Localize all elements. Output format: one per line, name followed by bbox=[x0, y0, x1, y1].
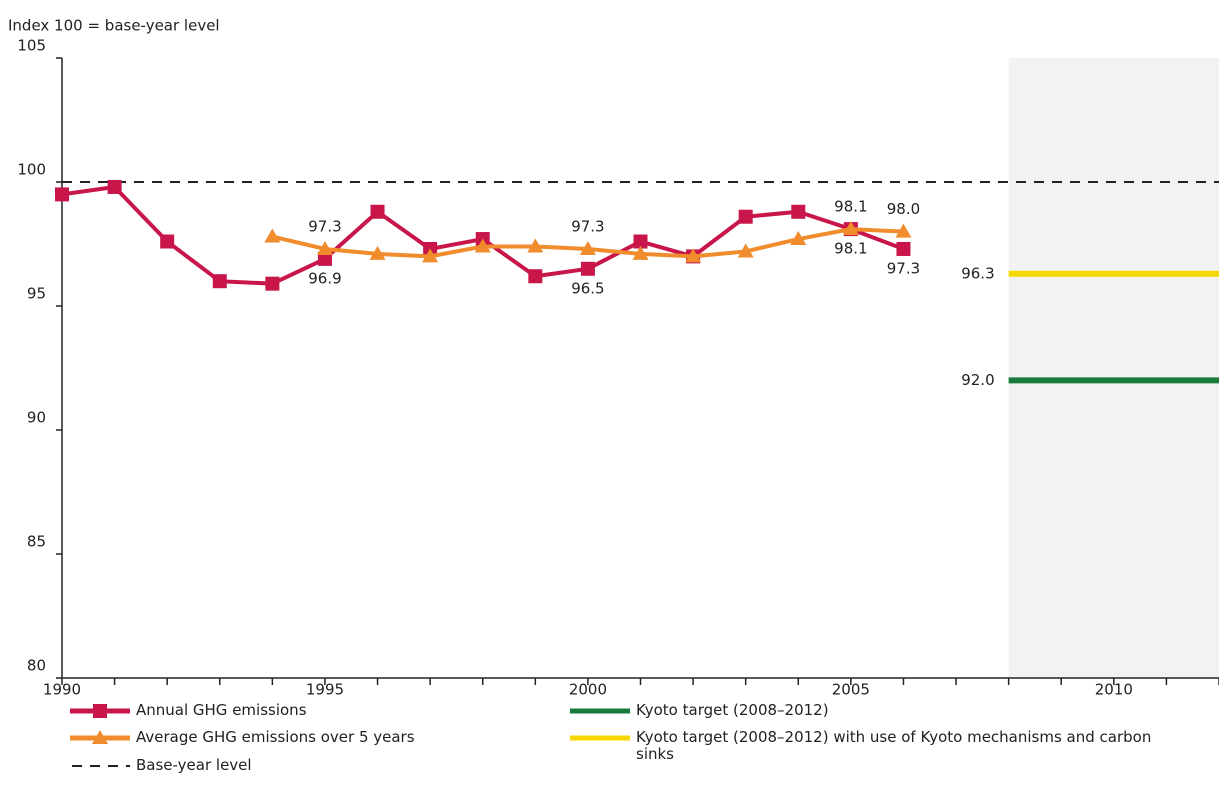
target-period-shade bbox=[1008, 58, 1219, 678]
y-tick-label: 105 bbox=[17, 37, 46, 55]
marker-square bbox=[107, 179, 122, 194]
marker-triangle bbox=[579, 240, 596, 255]
y-axis-label: Index 100 = base-year level bbox=[8, 17, 220, 35]
data-label: 96.9 bbox=[308, 269, 341, 287]
marker-square bbox=[55, 187, 69, 202]
x-tick-label: 1990 bbox=[43, 681, 81, 699]
marker-triangle bbox=[264, 228, 281, 243]
marker-triangle bbox=[369, 245, 386, 260]
x-tick-label: 2010 bbox=[1095, 681, 1133, 699]
marker-triangle bbox=[685, 248, 702, 263]
marker-square bbox=[212, 274, 227, 289]
x-tick-label: 1995 bbox=[306, 681, 344, 699]
legend-label: Average GHG emissions over 5 years bbox=[136, 728, 415, 746]
marker-square bbox=[370, 204, 385, 219]
legend-label: Kyoto target (2008–2012) bbox=[636, 701, 829, 719]
y-tick-label: 100 bbox=[17, 161, 46, 179]
data-label: 98.0 bbox=[887, 200, 920, 218]
data-label: 98.1 bbox=[834, 240, 867, 258]
marker-triangle bbox=[422, 248, 439, 263]
marker-square bbox=[738, 209, 753, 224]
marker-triangle bbox=[790, 231, 807, 246]
y-tick-label: 80 bbox=[27, 657, 46, 675]
x-tick-label: 2000 bbox=[569, 681, 607, 699]
marker-square bbox=[528, 269, 543, 284]
data-label: 96.5 bbox=[571, 279, 604, 297]
data-label: 97.3 bbox=[308, 217, 341, 235]
legend-label: Kyoto target (2008–2012) with use of Kyo… bbox=[636, 728, 1152, 763]
x-tick-label: 2005 bbox=[832, 681, 870, 699]
y-tick-label: 95 bbox=[27, 285, 46, 303]
marker-square bbox=[896, 241, 911, 256]
legend-label: Annual GHG emissions bbox=[136, 701, 307, 719]
marker-square bbox=[580, 261, 595, 276]
y-tick-label: 85 bbox=[27, 533, 46, 551]
marker-square bbox=[160, 234, 175, 249]
y-tick-label: 90 bbox=[27, 409, 46, 427]
marker-triangle bbox=[737, 243, 754, 258]
target-label: 92.0 bbox=[961, 371, 994, 389]
legend-marker bbox=[93, 704, 107, 718]
data-label: 97.3 bbox=[571, 217, 604, 235]
marker-square bbox=[791, 204, 806, 219]
marker-triangle bbox=[632, 245, 649, 260]
marker-triangle bbox=[474, 238, 491, 253]
marker-square bbox=[317, 251, 332, 266]
marker-triangle bbox=[527, 238, 544, 253]
marker-triangle bbox=[316, 240, 333, 255]
marker-square bbox=[265, 276, 280, 291]
marker-triangle bbox=[895, 223, 912, 238]
marker-square bbox=[633, 234, 648, 249]
legend-marker bbox=[92, 730, 108, 744]
data-label: 98.1 bbox=[834, 198, 867, 216]
marker-triangle bbox=[842, 221, 859, 236]
legend-label: Base-year level bbox=[136, 756, 252, 774]
target-label: 96.3 bbox=[961, 264, 994, 282]
data-label: 97.3 bbox=[887, 259, 920, 277]
